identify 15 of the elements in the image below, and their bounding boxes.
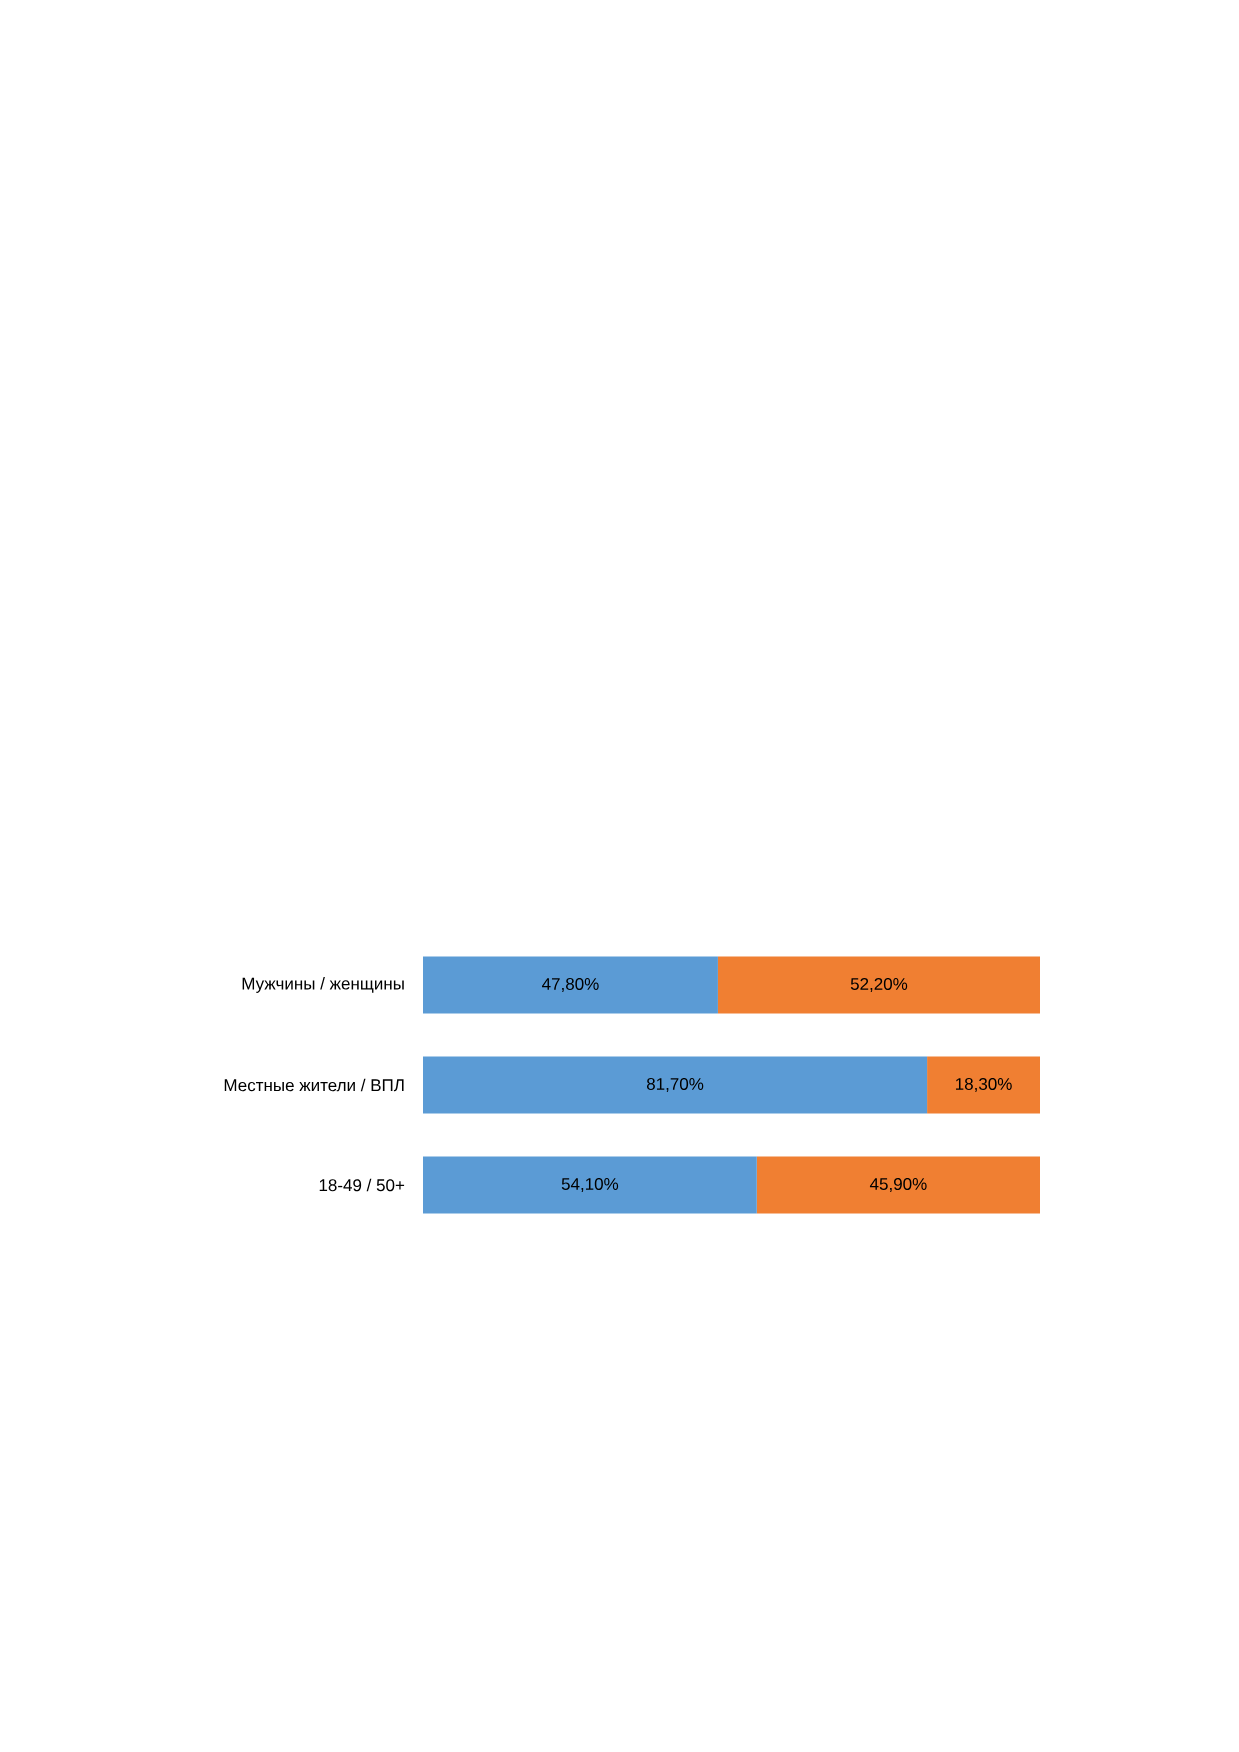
data-label: 81,70% [646,1077,704,1092]
data-label: 54,10% [561,1177,619,1192]
bar [423,956,718,1014]
bar [927,1056,1040,1114]
bar [423,1056,928,1114]
bar [717,956,1040,1014]
data-label: 18,30% [956,1077,1012,1092]
data-label: 45,90% [869,1177,927,1192]
y-tick-label: 18-49 / 50+ [319,1178,405,1192]
data-label: 47,80% [542,977,599,992]
bar [423,1156,757,1214]
bar [756,1156,1040,1214]
y-tick-label: Мужчины / женщины [242,977,404,993]
data-label: 52,20% [850,977,908,992]
y-tick-label: Местные жители / ВПЛ [224,1078,404,1092]
